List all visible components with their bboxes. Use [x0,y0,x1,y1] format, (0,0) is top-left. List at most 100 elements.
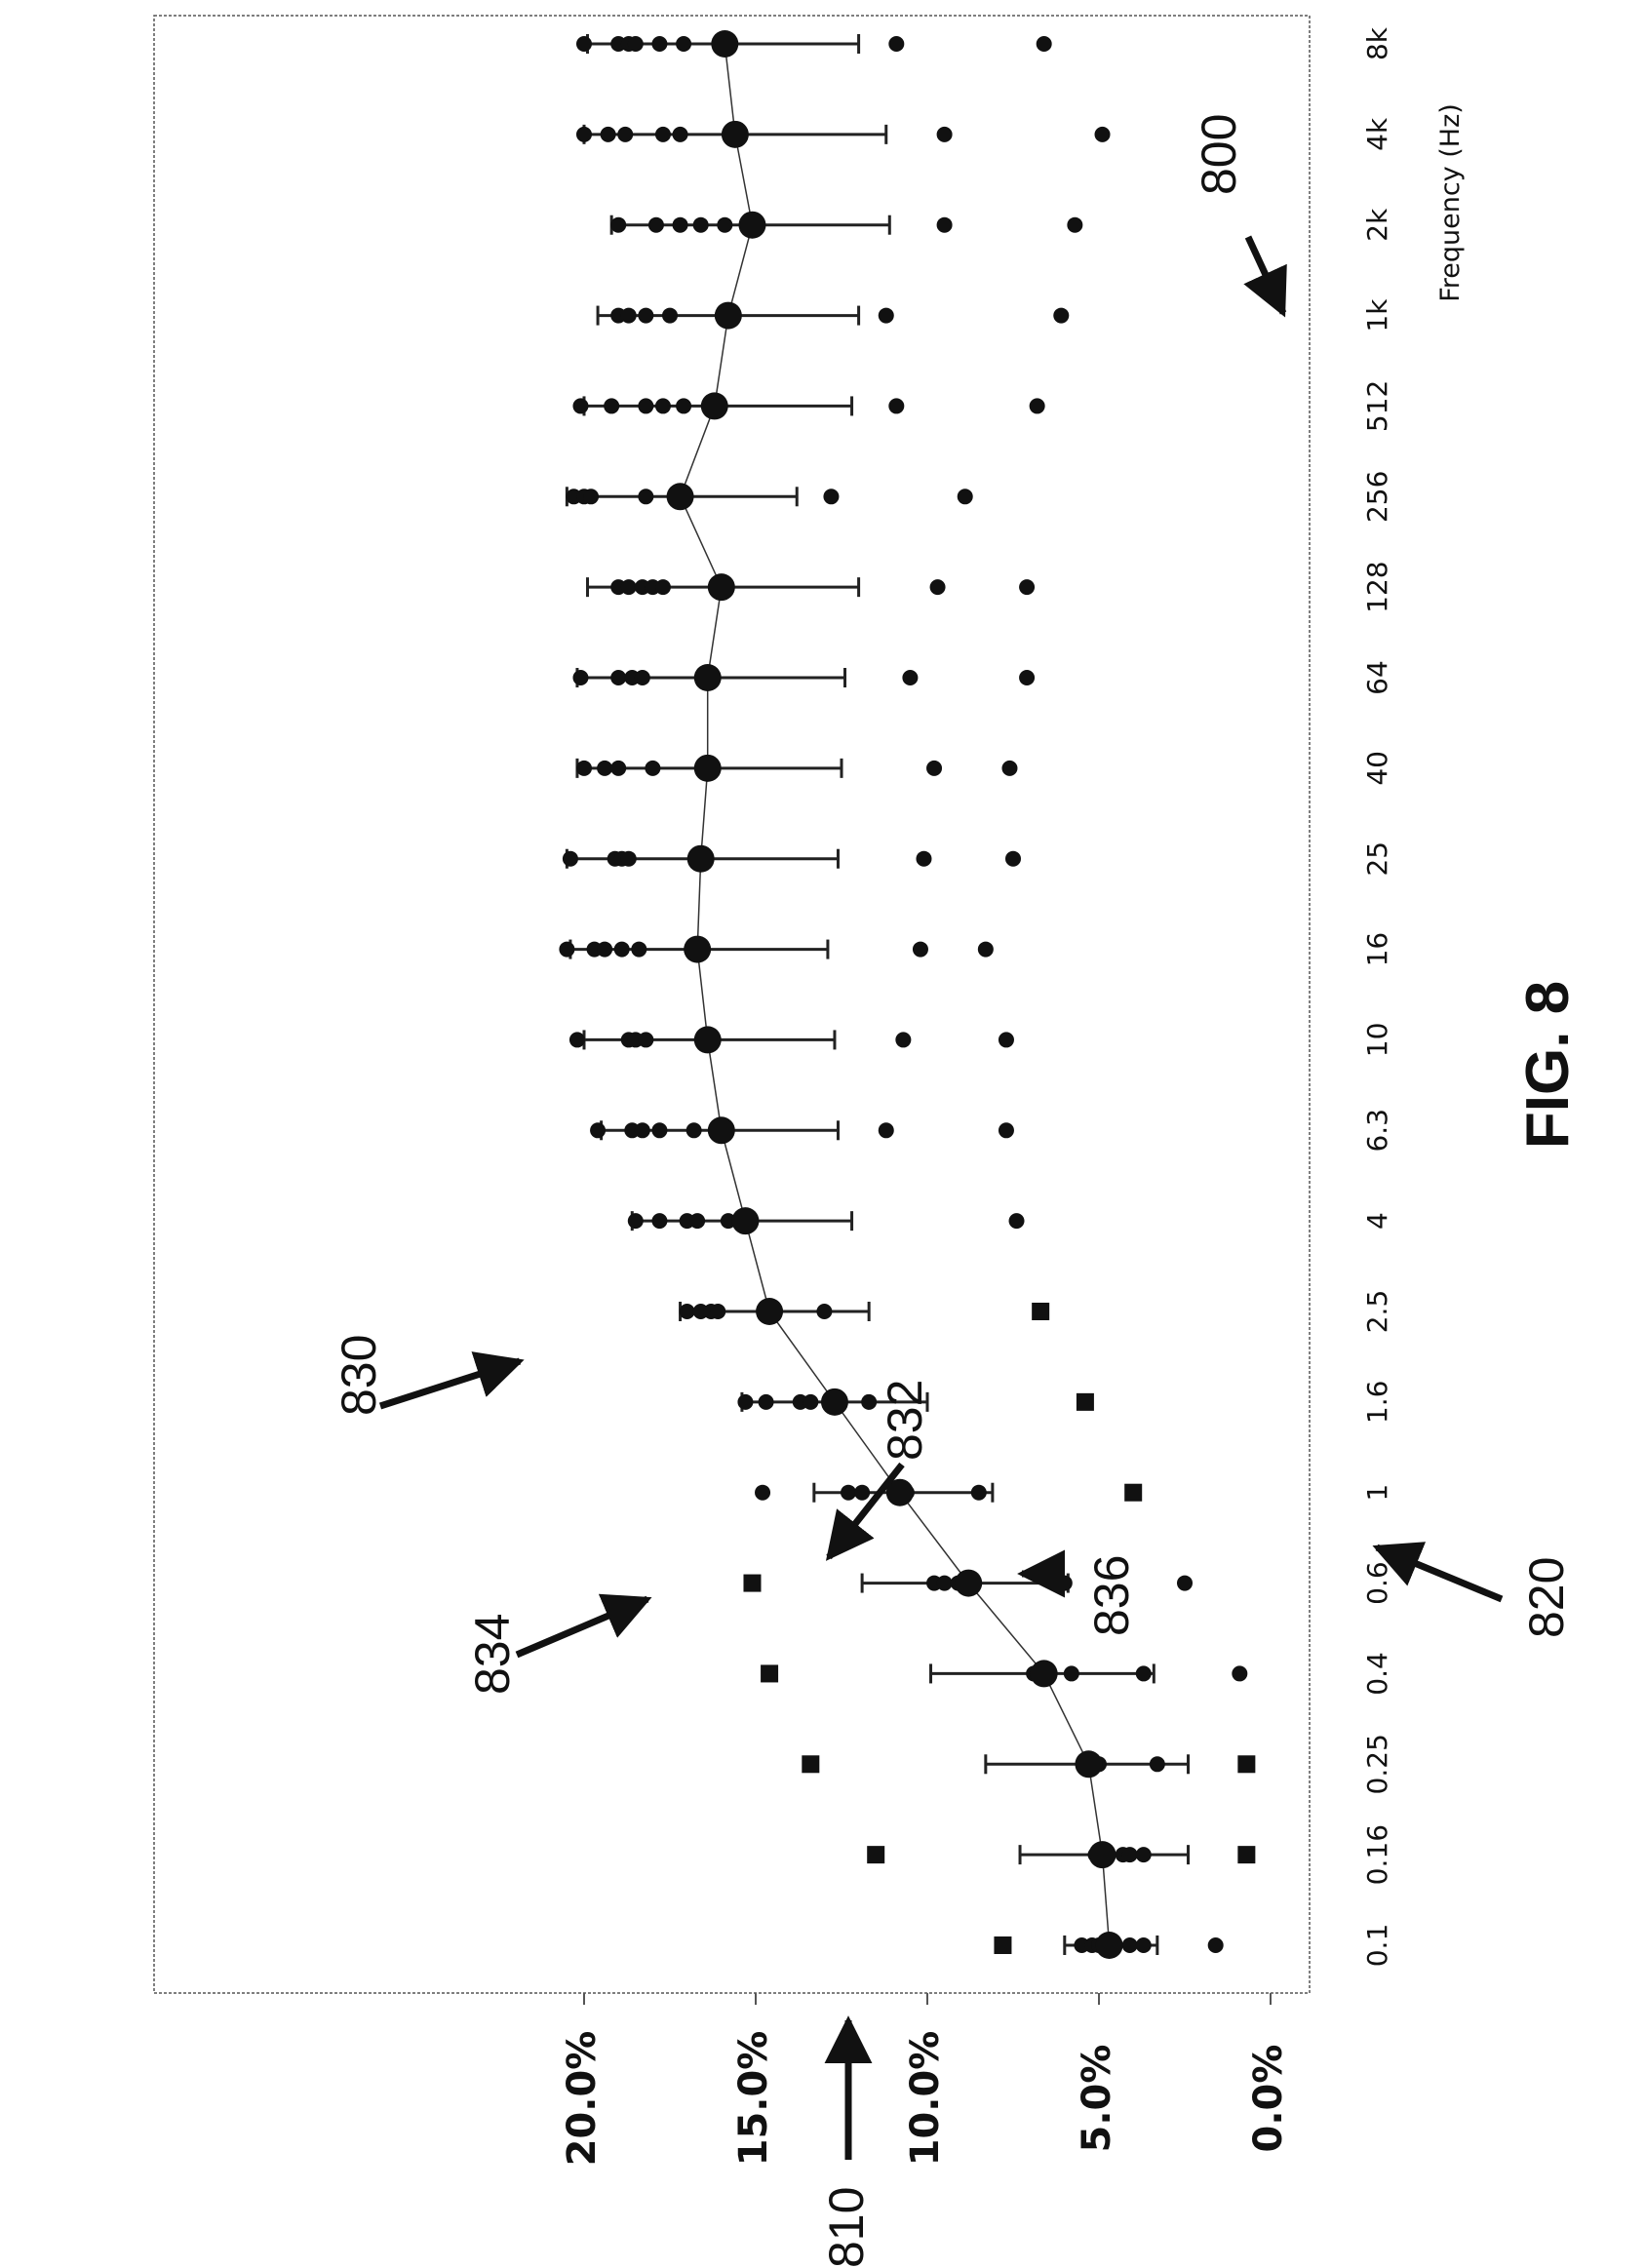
mean-curve-line [679,43,1111,1946]
mean-marker-4k [721,120,749,148]
data-point-128-6 [1019,579,1036,596]
data-point-1k-4 [878,307,894,324]
data-point-10-4 [895,1032,912,1048]
data-point-1k-5 [1053,307,1070,324]
arrow-834 [515,1593,652,1659]
mean-marker-16 [684,935,712,963]
ref-810: 810 [819,2187,874,2268]
data-point-128-5 [929,579,946,596]
mean-marker-25 [686,844,715,873]
data-point-2k-6 [1067,216,1083,233]
data-point-1k-1 [620,307,637,324]
data-point-2k-3 [692,216,709,233]
x-tick-2.5: 2.5 [1361,1290,1393,1334]
data-point-10-5 [998,1032,1014,1048]
data-point-512-5 [888,398,905,414]
data-point-10-3 [638,1032,654,1048]
ref-832: 832 [878,1380,932,1461]
data-point-0.6-1 [936,1575,953,1591]
data-point-0.16-3 [1121,1847,1138,1863]
data-point-40-2 [610,760,627,776]
data-point-16-3 [613,941,630,958]
figure-label: FIG. 8 [1514,981,1582,1149]
data-point-256-4 [823,489,840,505]
square-marker-low-0.16 [1237,1846,1256,1864]
mean-marker-8k [711,30,739,58]
data-point-512-2 [638,398,654,414]
data-point-4-0 [627,1213,644,1230]
data-point-0.4-4 [1135,1665,1152,1682]
mean-curve [679,43,1111,1946]
data-point-16-0 [559,941,575,958]
data-point-0.4-5 [1232,1665,1248,1682]
data-point-6.3-0 [590,1122,607,1139]
mean-marker-10 [693,1026,722,1054]
arrow-832 [825,1462,905,1561]
y-tick-labels: 0.0% 5.0% 10.0% 15.0% 20.0% [560,1993,1291,2166]
data-point-0.25-4 [1149,1756,1165,1773]
data-point-40-5 [1001,760,1018,776]
data-point-0.6-4 [1177,1575,1193,1591]
data-point-1k-2 [638,307,654,324]
y-tick-1: 5.0% [1075,2045,1119,2153]
data-point-4k-6 [1094,126,1111,142]
data-point-2k-5 [936,216,953,233]
x-tick-8k: 8k [1361,26,1393,60]
data-point-0.1-4 [1121,1937,1138,1953]
data-point-2k-1 [647,216,664,233]
x-tick-0.6: 0.6 [1361,1561,1393,1605]
square-marker-1.6 [1076,1392,1094,1411]
data-point-2k-2 [672,216,688,233]
ref-820: 820 [1519,1557,1574,1638]
x-axis-label: Frequency (Hz) [1435,103,1466,302]
mean-marker-1k [714,301,742,330]
arrow-800 [1243,235,1287,318]
data-point-512-1 [604,398,620,414]
x-tick-4k: 4k [1361,117,1393,151]
data-point-6.3-5 [878,1122,894,1139]
x-tick-1k: 1k [1361,298,1393,332]
data-point-1.6-4 [861,1393,878,1410]
x-tick-256: 256 [1361,471,1393,523]
data-point-8k-5 [676,36,692,52]
x-tick-512: 512 [1361,380,1393,432]
data-point-2.5-4 [816,1304,833,1319]
data-point-1.6-0 [737,1393,754,1410]
data-point-512-3 [654,398,671,414]
x-tick-1: 1 [1361,1484,1393,1502]
data-point-10-0 [568,1032,585,1048]
data-point-4-5 [1008,1213,1025,1230]
x-tick-128: 128 [1361,561,1393,612]
square-marker-0.4 [761,1664,779,1683]
data-point-40-4 [926,760,943,776]
data-point-8k-7 [1036,36,1052,52]
data-point-8k-3 [627,36,644,52]
data-point-25-5 [1005,850,1021,867]
data-point-1k-3 [662,307,678,324]
data-point-6.3-4 [685,1122,702,1139]
square-marker-0.1 [994,1936,1012,1954]
data-point-4k-4 [672,126,688,142]
y-tick-2: 10.0% [903,2031,948,2167]
data-point-16-2 [597,941,613,958]
data-point-40-1 [597,760,613,776]
data-point-0.4-3 [1063,1665,1079,1682]
mean-marker-1.6 [820,1388,848,1416]
data-point-25-3 [620,850,637,867]
mean-marker-0.1 [1095,1932,1123,1959]
x-tick-64: 64 [1361,660,1393,695]
square-marker-0.16 [867,1846,885,1864]
square-marker-2.5 [1032,1303,1050,1320]
data-point-8k-4 [651,36,668,52]
mean-markers [666,30,1123,1959]
y-tick-4: 20.0% [560,2031,605,2167]
data-point-2.5-3 [710,1304,726,1319]
arrow-830 [378,1351,525,1410]
data-point-4k-3 [654,126,671,142]
x-tick-1.6: 1.6 [1361,1381,1393,1425]
mean-marker-0.6 [955,1569,983,1597]
plot-frame [153,15,1311,1994]
data-point-0.1-5 [1135,1937,1152,1953]
x-tick-0.25: 0.25 [1361,1734,1393,1794]
